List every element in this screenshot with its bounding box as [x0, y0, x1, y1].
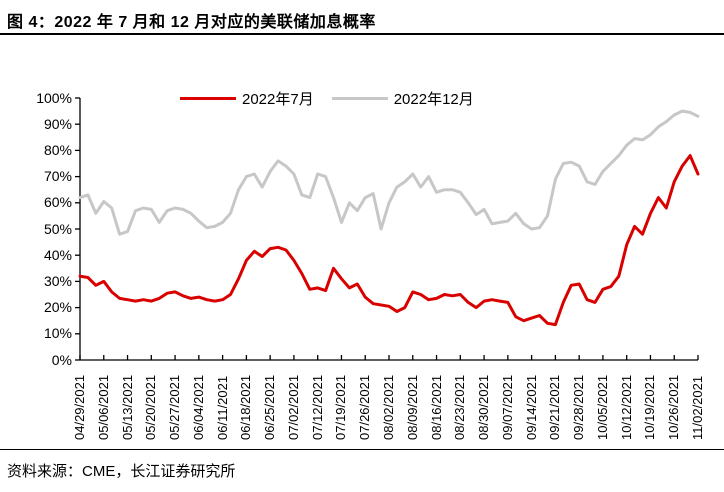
- x-tick-label: 10/12/2021: [618, 374, 634, 440]
- x-tick-label: 07/02/2021: [285, 374, 301, 440]
- y-tick-label: 30%: [43, 272, 72, 289]
- x-tick-label: 05/20/2021: [143, 374, 159, 440]
- x-tick-label: 06/18/2021: [238, 374, 254, 440]
- y-tick-label: 40%: [43, 246, 72, 263]
- figure-title: 图 4：2022 年 7 月和 12 月对应的美联储加息概率: [7, 14, 376, 31]
- y-tick-label: 90%: [43, 115, 72, 132]
- y-tick-label: 80%: [43, 141, 72, 158]
- chart-legend: 2022年7月 2022年12月: [180, 88, 474, 109]
- x-tick-label: 09/21/2021: [547, 374, 563, 440]
- x-tick-label: 04/29/2021: [72, 374, 87, 440]
- x-tick-label: 09/14/2021: [523, 374, 539, 440]
- legend-label-december: 2022年12月: [393, 91, 474, 108]
- y-tick-label: 70%: [43, 168, 72, 185]
- legend-item-july: 2022年7月: [180, 88, 314, 109]
- x-tick-label: 05/06/2021: [95, 374, 111, 440]
- x-tick-label: 07/26/2021: [357, 374, 373, 440]
- footer-divider: [0, 449, 724, 450]
- x-tick-label: 07/19/2021: [333, 374, 349, 440]
- x-tick-label: 05/27/2021: [167, 374, 183, 440]
- x-tick-label: 10/26/2021: [666, 374, 682, 440]
- x-tick-label: 10/05/2021: [594, 374, 610, 440]
- july-line-swatch: [180, 97, 236, 100]
- x-tick-label: 09/28/2021: [571, 374, 587, 440]
- legend-label-july: 2022年7月: [242, 91, 314, 108]
- title-divider: [0, 33, 724, 35]
- x-tick-label: 07/12/2021: [309, 374, 325, 440]
- x-tick-label: 08/16/2021: [428, 374, 444, 440]
- x-tick-label: 08/09/2021: [404, 374, 420, 440]
- x-tick-label: 06/04/2021: [190, 374, 206, 440]
- y-tick-label: 0%: [51, 351, 72, 368]
- x-tick-label: 05/13/2021: [119, 374, 135, 440]
- series-line-0: [78, 154, 700, 327]
- x-tick-label: 10/19/2021: [642, 374, 658, 440]
- plot-area: [75, 97, 700, 361]
- x-tick-label: 06/11/2021: [214, 375, 230, 440]
- y-tick-label: 100%: [36, 89, 72, 106]
- source-note: 资料来源：CME，长江证券研究所: [7, 463, 236, 480]
- legend-item-december: 2022年12月: [331, 88, 474, 109]
- december-line-swatch: [331, 97, 388, 100]
- y-tick-label: 60%: [43, 194, 72, 211]
- series-line-1: [78, 109, 700, 236]
- y-tick-label: 20%: [43, 299, 72, 316]
- x-tick-label: 09/07/2021: [499, 374, 515, 440]
- x-tick-label: 11/02/2021: [690, 375, 705, 440]
- x-tick-label: 08/23/2021: [452, 374, 468, 440]
- x-tick-label: 06/25/2021: [262, 374, 278, 440]
- y-tick-label: 50%: [43, 220, 72, 237]
- x-tick-label: 08/30/2021: [476, 374, 492, 440]
- probability-line-chart: 2022年7月 2022年12月 0% 10% 20% 30% 40% 50% 60% 70%…: [0, 36, 724, 440]
- x-tick-label: 08/02/2021: [381, 374, 396, 440]
- y-tick-label: 10%: [43, 325, 72, 342]
